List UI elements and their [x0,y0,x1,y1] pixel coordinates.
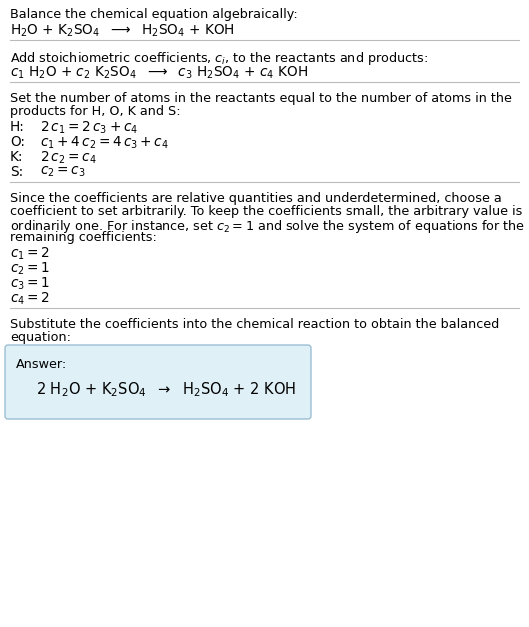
Text: Set the number of atoms in the reactants equal to the number of atoms in the: Set the number of atoms in the reactants… [10,92,512,105]
Text: $c_3 = 1$: $c_3 = 1$ [10,276,50,292]
Text: S:: S: [10,165,23,179]
Text: coefficient to set arbitrarily. To keep the coefficients small, the arbitrary va: coefficient to set arbitrarily. To keep … [10,205,522,218]
Text: remaining coefficients:: remaining coefficients: [10,231,157,244]
Text: products for H, O, K and S:: products for H, O, K and S: [10,105,180,118]
Text: Add stoichiometric coefficients, $c_i$, to the reactants and products:: Add stoichiometric coefficients, $c_i$, … [10,50,428,67]
Text: Balance the chemical equation algebraically:: Balance the chemical equation algebraica… [10,8,298,21]
FancyBboxPatch shape [5,345,311,419]
Text: $c_1$ H$_2$O + $c_2$ K$_2$SO$_4$  $\longrightarrow$  $c_3$ H$_2$SO$_4$ + $c_4$ K: $c_1$ H$_2$O + $c_2$ K$_2$SO$_4$ $\longr… [10,65,308,82]
Text: H:: H: [10,120,25,134]
Text: $c_1 = 2$: $c_1 = 2$ [10,246,50,263]
Text: 2 H$_2$O + K$_2$SO$_4$  $\rightarrow$  H$_2$SO$_4$ + 2 KOH: 2 H$_2$O + K$_2$SO$_4$ $\rightarrow$ H$_… [36,380,296,399]
Text: ordinarily one. For instance, set $c_2 = 1$ and solve the system of equations fo: ordinarily one. For instance, set $c_2 =… [10,218,525,235]
Text: equation:: equation: [10,331,71,344]
Text: $c_1 + 4\,c_2 = 4\,c_3 + c_4$: $c_1 + 4\,c_2 = 4\,c_3 + c_4$ [40,135,169,151]
Text: $2\,c_2 = c_4$: $2\,c_2 = c_4$ [40,150,97,166]
Text: Substitute the coefficients into the chemical reaction to obtain the balanced: Substitute the coefficients into the che… [10,318,499,331]
Text: H$_2$O + K$_2$SO$_4$  $\longrightarrow$  H$_2$SO$_4$ + KOH: H$_2$O + K$_2$SO$_4$ $\longrightarrow$ H… [10,23,235,40]
Text: Since the coefficients are relative quantities and underdetermined, choose a: Since the coefficients are relative quan… [10,192,501,205]
Text: Answer:: Answer: [16,358,67,371]
Text: $2\,c_1 = 2\,c_3 + c_4$: $2\,c_1 = 2\,c_3 + c_4$ [40,120,138,137]
Text: $c_4 = 2$: $c_4 = 2$ [10,291,50,307]
Text: $c_2 = 1$: $c_2 = 1$ [10,261,50,277]
Text: K:: K: [10,150,23,164]
Text: $c_2 = c_3$: $c_2 = c_3$ [40,165,86,179]
Text: O:: O: [10,135,25,149]
